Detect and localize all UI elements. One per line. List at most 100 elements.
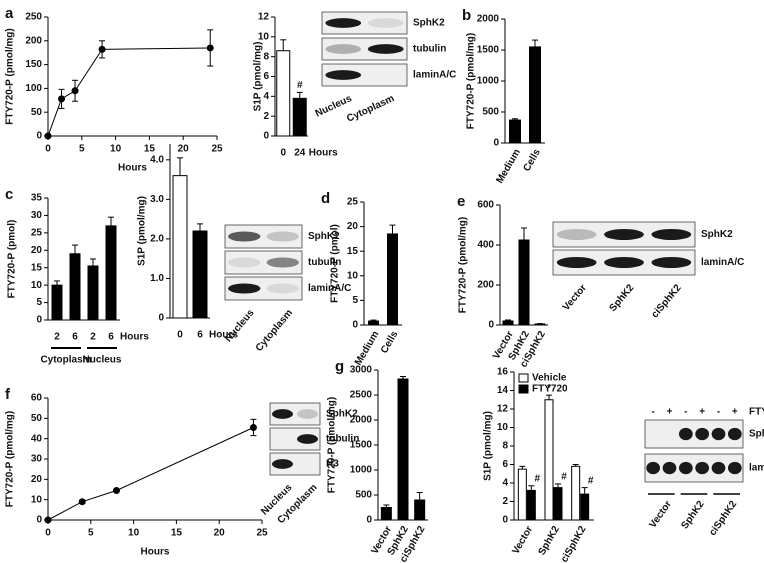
- y-tick-label: 2000: [477, 14, 500, 25]
- y-tick-label: 0: [263, 131, 269, 142]
- blot-band: [711, 427, 726, 441]
- lane-mark: +: [667, 407, 673, 418]
- x-tick-label: 24: [294, 148, 306, 159]
- y-tick-label: 1.0: [150, 273, 164, 284]
- blot-band: [367, 18, 404, 28]
- bar: [368, 320, 379, 326]
- y-tick-label: 4: [502, 478, 508, 489]
- blot-band: [727, 427, 742, 441]
- y-tick-label: 2000: [350, 415, 373, 426]
- y-tick-label: 20: [347, 221, 359, 232]
- blot-band: [228, 283, 261, 294]
- x-tick-label: 25: [211, 144, 223, 155]
- y-tick-label: 25: [31, 227, 43, 238]
- band-label: H3: [326, 459, 339, 470]
- y-axis-label: FTY720-P (pmol/mg): [466, 33, 477, 130]
- band-label: tubulin: [413, 44, 446, 55]
- y-tick-label: 10: [258, 31, 270, 42]
- data-point: [58, 95, 66, 103]
- blot-band: [266, 283, 299, 294]
- y-tick-label: 12: [258, 12, 270, 23]
- blot-band: [604, 229, 644, 240]
- band-label: laminA/C: [413, 70, 456, 81]
- band-label: SphK2: [308, 231, 340, 242]
- y-tick-label: 40: [31, 433, 43, 444]
- x-tick-label: 0: [280, 148, 286, 159]
- legend-label: FTY720: [532, 384, 568, 395]
- data-point: [98, 45, 106, 53]
- x-tick-label: 10: [128, 528, 140, 539]
- y-axis-label: FTY720-P (pmol): [7, 220, 18, 299]
- bar: [387, 233, 398, 326]
- blot-band: [678, 427, 693, 441]
- bar: [69, 253, 81, 321]
- bar: [517, 468, 527, 521]
- y-tick-label: 1000: [477, 76, 500, 87]
- y-tick-label: 0: [502, 515, 508, 526]
- y-tick-label: 12: [497, 404, 509, 415]
- data-line: [47, 427, 254, 521]
- y-tick-label: 2: [502, 496, 508, 507]
- bar: [192, 230, 208, 319]
- x-axis-label: Hours: [309, 148, 338, 159]
- y-tick-label: 4.0: [150, 154, 164, 165]
- y-tick-label: 10: [31, 280, 43, 291]
- panel-letter: d: [321, 190, 330, 207]
- bar: [276, 50, 291, 137]
- y-tick-label: 60: [31, 393, 43, 404]
- blot-frame: [321, 11, 408, 35]
- y-tick-label: 3.0: [150, 194, 164, 205]
- x-tick-label: 25: [256, 528, 268, 539]
- blot-frame: [224, 250, 303, 275]
- x-tick-label: 0: [177, 330, 183, 341]
- bar: [380, 507, 392, 521]
- bar: [553, 487, 563, 521]
- y-tick-label: 0: [493, 138, 499, 149]
- y-tick-label: 10: [31, 494, 43, 505]
- y-tick-label: 200: [477, 280, 494, 291]
- y-tick-label: 0: [36, 315, 42, 326]
- blot-band: [604, 257, 644, 268]
- data-point: [112, 487, 120, 495]
- lane-mark: -: [684, 407, 687, 418]
- y-axis-label: S1P (pmol/mg): [253, 42, 264, 112]
- y-tick-label: 10: [347, 270, 359, 281]
- y-tick-label: 6: [263, 71, 269, 82]
- y-tick-label: 16: [497, 367, 509, 378]
- blot-band: [556, 229, 597, 240]
- x-tick-label: 10: [110, 144, 122, 155]
- band-label: SphK2: [413, 18, 445, 29]
- blot-frame: [269, 402, 321, 426]
- y-axis-label: S1P (pmol/mg): [483, 411, 494, 481]
- band-label: laminA/C: [701, 257, 744, 268]
- blot-band: [711, 461, 726, 475]
- blot-band: [651, 257, 692, 268]
- x-tick-label: 6: [108, 332, 114, 343]
- y-tick-label: 35: [31, 193, 43, 204]
- lane-mark: +: [732, 407, 738, 418]
- bar: [518, 239, 530, 326]
- y-tick-label: 1500: [350, 440, 373, 451]
- x-axis-label: Hours: [141, 547, 170, 558]
- blot-frame: [321, 37, 408, 61]
- y-axis-label: FTY720-P (pmol/mg): [5, 411, 16, 508]
- x-tick-label: 5: [88, 528, 94, 539]
- blot-band: [228, 257, 261, 268]
- blot-band: [695, 427, 710, 441]
- y-tick-label: 5: [36, 297, 42, 308]
- blot-band: [678, 461, 693, 475]
- y-tick-label: 25: [347, 197, 359, 208]
- x-tick-label: 0: [45, 528, 51, 539]
- bar: [397, 378, 409, 521]
- band-label: SphK2: [749, 429, 764, 440]
- x-tick-label: 15: [144, 144, 156, 155]
- panel-letter: g: [335, 358, 344, 375]
- y-tick-label: 8: [263, 51, 269, 62]
- bar: [580, 493, 590, 521]
- y-tick-label: 600: [477, 200, 494, 211]
- bar: [87, 265, 99, 321]
- annotation: #: [297, 80, 303, 91]
- bar: [509, 119, 521, 144]
- legend-label: Vehicle: [532, 373, 567, 384]
